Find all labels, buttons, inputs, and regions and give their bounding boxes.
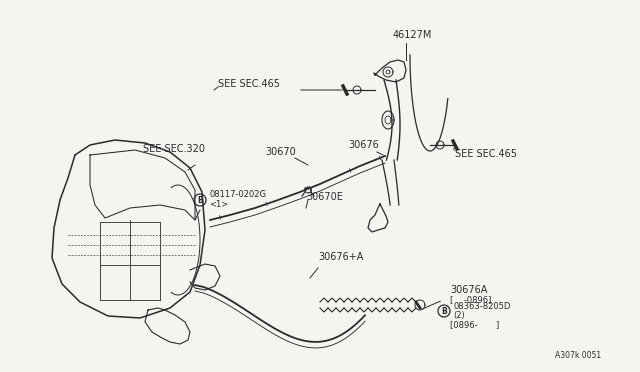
Text: SEE SEC.465: SEE SEC.465: [218, 79, 280, 89]
Text: SEE SEC.320: SEE SEC.320: [143, 144, 205, 154]
Text: 30670: 30670: [265, 147, 296, 157]
Text: 30676: 30676: [348, 140, 379, 150]
Text: A307k 0051: A307k 0051: [555, 351, 601, 360]
Text: 08363-8205D: 08363-8205D: [453, 302, 510, 311]
Text: [    -0896]: [ -0896]: [450, 295, 492, 304]
Text: 30670E: 30670E: [306, 192, 343, 202]
Text: <1>: <1>: [209, 200, 228, 209]
Text: B: B: [441, 307, 447, 316]
Text: (2): (2): [453, 311, 465, 320]
Text: SEE SEC.465: SEE SEC.465: [455, 149, 517, 159]
Text: [0896-       ]: [0896- ]: [450, 320, 499, 329]
Text: 46127M: 46127M: [393, 30, 433, 40]
Text: 30676A: 30676A: [450, 285, 488, 295]
Text: B: B: [197, 196, 203, 205]
Text: 08117-0202G: 08117-0202G: [209, 190, 266, 199]
Text: 30676+A: 30676+A: [318, 252, 364, 262]
